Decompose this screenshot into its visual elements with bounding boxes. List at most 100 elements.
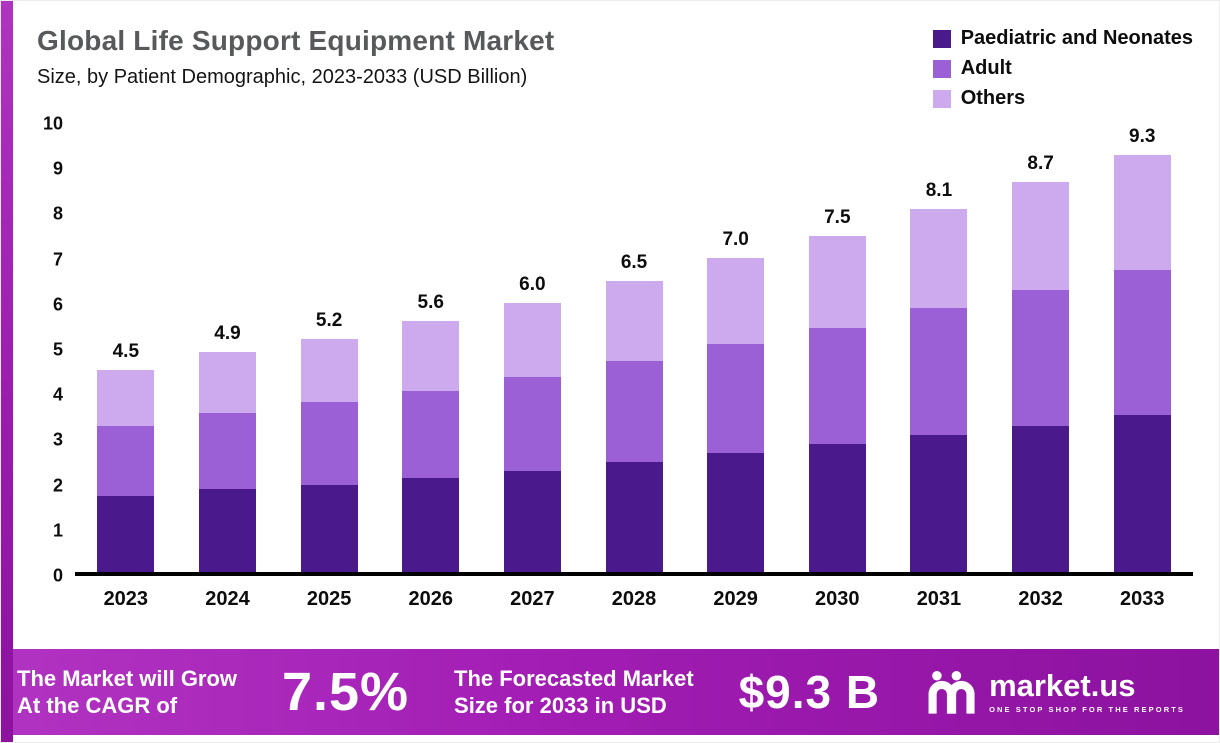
bar-segment-paediatric-and-neonates xyxy=(910,435,968,572)
bar-value-label: 4.5 xyxy=(112,341,140,363)
y-tick-label: 4 xyxy=(52,384,63,405)
stacked-bar xyxy=(1012,182,1070,572)
bar-segment-paediatric-and-neonates xyxy=(300,484,358,572)
bar-value-label: 8.7 xyxy=(1027,153,1054,175)
legend-item-label: Paediatric and Neonates xyxy=(960,27,1193,49)
forecast-label: The Forecasted Market Size for 2033 in U… xyxy=(454,665,694,720)
bar-segment-paediatric-and-neonates xyxy=(707,453,765,573)
stacked-bar xyxy=(503,303,561,572)
legend-swatch-icon xyxy=(932,59,951,78)
stacked-bar xyxy=(300,339,358,572)
cagr-value: 7.5% xyxy=(281,662,410,722)
brand-tagline: One Stop Shop For The Reports xyxy=(989,705,1185,714)
legend-swatch-icon xyxy=(932,89,951,108)
legend-item-label: Adult xyxy=(960,57,1012,79)
left-accent-stripe xyxy=(1,1,13,742)
bar-column-2024: 4.9 xyxy=(177,124,279,572)
footer-banner: The Market will Grow At the CAGR of 7.5%… xyxy=(1,649,1219,735)
bar-segment-others xyxy=(97,370,155,427)
cagr-label-line2: At the CAGR of xyxy=(17,693,178,718)
bar-value-label: 7.0 xyxy=(722,229,749,251)
bar-segment-adult xyxy=(300,401,358,485)
y-tick-label: 7 xyxy=(52,249,63,270)
x-tick-label: 2029 xyxy=(713,588,758,610)
x-tick-label: 2028 xyxy=(611,588,657,610)
forecast-label-line1: The Forecasted Market xyxy=(454,665,694,691)
legend-item-label: Others xyxy=(960,87,1026,109)
bar-column-2023: 4.5 xyxy=(75,124,177,572)
bar-value-label: 8.1 xyxy=(925,180,953,202)
bar-segment-adult xyxy=(910,307,968,436)
bar-segment-paediatric-and-neonates xyxy=(605,462,663,572)
y-tick-label: 10 xyxy=(42,113,63,134)
chart-body: 0 1 2 3 4 5 6 7 8 9 10 4.5 4.9 5.2 5.6 6.0 6.5 7.0 7.5 8.1… xyxy=(25,114,1193,586)
y-tick-label: 1 xyxy=(52,520,63,541)
bar-column-2033: 9.3 xyxy=(1091,124,1193,572)
header: Global Life Support Equipment Market Siz… xyxy=(1,1,1219,110)
page-title: Global Life Support Equipment Market xyxy=(37,25,555,56)
forecast-value: $9.3 B xyxy=(738,666,881,718)
marketus-logo-icon xyxy=(928,670,975,714)
x-tick-label: 2031 xyxy=(916,588,962,610)
y-tick-label: 9 xyxy=(52,158,63,179)
bar-segment-paediatric-and-neonates xyxy=(198,489,256,572)
bar-column-2030: 7.5 xyxy=(786,124,888,573)
y-tick-label: 6 xyxy=(52,294,63,315)
bar-segment-adult xyxy=(605,361,663,463)
legend-item-adult: Adult xyxy=(932,57,1193,80)
brand-logo: market.us One Stop Shop For The Reports xyxy=(925,669,1185,715)
stacked-bar xyxy=(1113,155,1171,572)
spacer xyxy=(1,611,1219,649)
bar-value-label: 7.5 xyxy=(824,207,851,228)
brand-name: market.us xyxy=(989,668,1136,703)
stacked-bar xyxy=(402,321,460,572)
stacked-bar xyxy=(97,370,155,572)
bar-segment-others xyxy=(1113,155,1171,270)
bar-segment-adult xyxy=(1113,269,1171,416)
x-tick-label: 2027 xyxy=(510,588,555,610)
bar-segment-adult xyxy=(97,426,155,496)
bar-segment-others xyxy=(605,280,663,362)
bar-column-2027: 6.0 xyxy=(482,124,584,572)
x-tick-label: 2025 xyxy=(306,588,352,610)
y-tick-label: 0 xyxy=(52,565,63,586)
bar-column-2032: 8.7 xyxy=(990,124,1092,572)
bar-column-2029: 7.0 xyxy=(685,124,787,573)
bar-column-2026: 5.6 xyxy=(380,124,482,572)
stacked-bar-chart: 0 1 2 3 4 5 6 7 8 9 10 4.5 4.9 5.2 5.6 6.0 6.5 7.0 7.5 8.1… xyxy=(25,114,1193,611)
bar-segment-others xyxy=(910,209,968,308)
bar-segment-paediatric-and-neonates xyxy=(1012,426,1070,572)
title-block: Global Life Support Equipment Market Siz… xyxy=(37,25,554,89)
bar-value-label: 9.3 xyxy=(1129,126,1156,148)
bar-segment-others xyxy=(300,339,358,402)
bar-column-2031: 8.1 xyxy=(888,124,990,572)
bar-value-label: 4.9 xyxy=(214,323,241,345)
stacked-bar xyxy=(605,280,663,572)
bar-value-label: 6.5 xyxy=(620,251,648,273)
y-tick-label: 8 xyxy=(52,203,63,224)
forecast-label-line2: Size for 2033 in USD xyxy=(454,693,667,718)
x-tick-label: 2024 xyxy=(205,588,250,610)
bar-segment-others xyxy=(1012,182,1070,290)
bar-value-label: 5.6 xyxy=(417,292,444,314)
y-tick-label: 2 xyxy=(52,475,63,496)
x-tick-label: 2023 xyxy=(103,588,149,610)
stacked-bar xyxy=(910,209,968,572)
y-tick-label: 3 xyxy=(52,429,63,450)
bar-segment-adult xyxy=(808,327,866,445)
x-tick-label: 2030 xyxy=(815,588,860,610)
page-subtitle: Size, by Patient Demographic, 2023-2033 … xyxy=(37,66,528,88)
bar-segment-paediatric-and-neonates xyxy=(1113,415,1171,572)
stacked-bar xyxy=(707,258,765,573)
legend: Paediatric and Neonates Adult Others xyxy=(932,27,1193,110)
x-tick-label: 2026 xyxy=(408,588,453,610)
cagr-label: The Market will Grow At the CAGR of xyxy=(17,665,237,720)
bar-segment-adult xyxy=(503,377,561,472)
bar-segment-others xyxy=(503,303,561,378)
bar-segment-paediatric-and-neonates xyxy=(97,495,155,572)
bar-segment-adult xyxy=(198,412,256,490)
bar-segment-others xyxy=(402,321,460,391)
x-axis-labels: 2023 2024 2025 2026 2027 2028 2029 2030 2031 2032… xyxy=(75,576,1193,611)
bar-segment-adult xyxy=(707,343,765,454)
